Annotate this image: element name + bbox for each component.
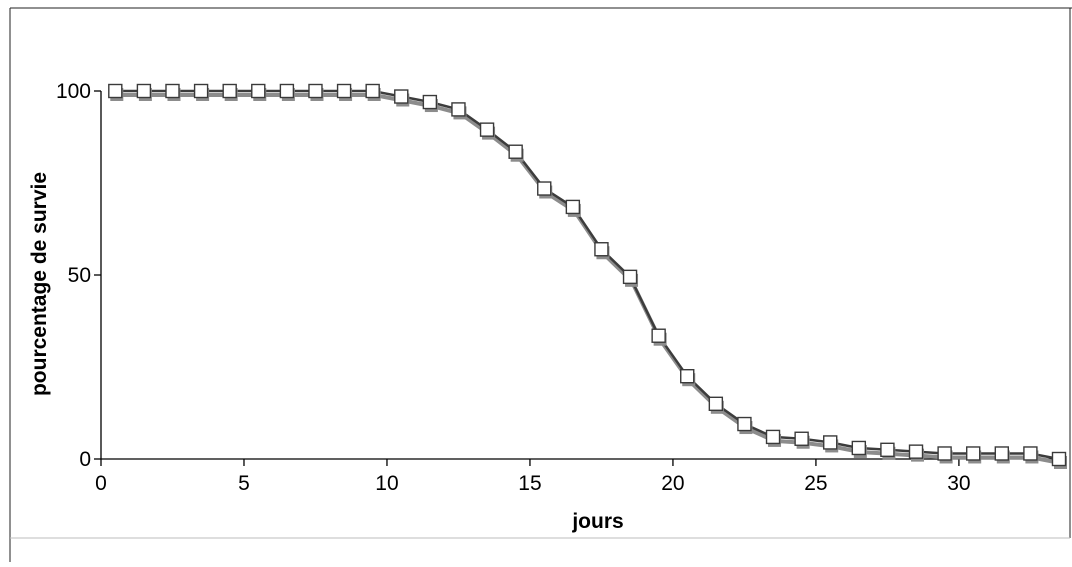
data-point-marker <box>508 144 523 159</box>
axes: 0 50 100 0 5 10 15 20 25 30 <box>56 80 1067 495</box>
data-point-marker <box>365 83 380 99</box>
y-axis-title: pourcentage de survie <box>28 172 51 396</box>
data-point-marker <box>880 442 895 457</box>
data-point-marker <box>108 83 123 99</box>
data-point-marker <box>823 435 838 450</box>
data-point-marker <box>336 83 352 99</box>
data-point-marker <box>651 328 666 343</box>
series-line-shadow <box>116 93 1061 465</box>
data-point-marker <box>451 102 466 117</box>
data-point-marker <box>136 83 152 99</box>
data-point-marker <box>251 83 266 99</box>
data-point-marker <box>394 89 409 104</box>
data-point-marker <box>622 269 638 285</box>
y-tick-label: 0 <box>79 448 91 471</box>
data-point-marker <box>422 94 438 110</box>
x-tick-label: 20 <box>661 472 684 495</box>
data-point-marker <box>680 369 695 384</box>
data-point-marker <box>594 242 609 257</box>
data-point-marker <box>222 83 237 99</box>
data-point-marker <box>908 444 924 459</box>
x-tick-label: 10 <box>375 472 398 495</box>
x-tick-label: 0 <box>95 472 107 495</box>
data-point-marker <box>193 83 209 99</box>
chart-frame <box>9 7 1072 562</box>
data-point-marker <box>708 396 724 411</box>
data-point-marker <box>737 416 752 432</box>
data-point-marker <box>308 83 323 99</box>
data-point-marker <box>851 440 867 456</box>
y-tick-label: 100 <box>56 80 91 103</box>
y-tick-label: 50 <box>68 264 91 287</box>
data-point-marker <box>994 446 1010 461</box>
data-point-marker <box>565 199 581 215</box>
data-point-marker <box>794 431 809 446</box>
data-point-marker <box>479 122 495 137</box>
x-tick-label: 15 <box>518 472 541 495</box>
x-tick-label: 5 <box>238 472 250 495</box>
data-point-marker <box>937 446 952 461</box>
data-point-marker <box>1051 451 1067 467</box>
data-point-marker <box>1023 446 1038 461</box>
data-point-marker <box>966 446 981 461</box>
data-point-marker <box>165 83 180 99</box>
data-point-marker <box>765 429 781 445</box>
x-tick-label: 25 <box>804 472 827 495</box>
x-tick-label: 30 <box>947 472 970 495</box>
series-line <box>115 89 1060 461</box>
data-point-marker <box>537 181 552 196</box>
series-layer <box>108 83 1067 469</box>
x-axis-title: jours <box>571 510 623 533</box>
data-point-marker <box>279 83 295 99</box>
